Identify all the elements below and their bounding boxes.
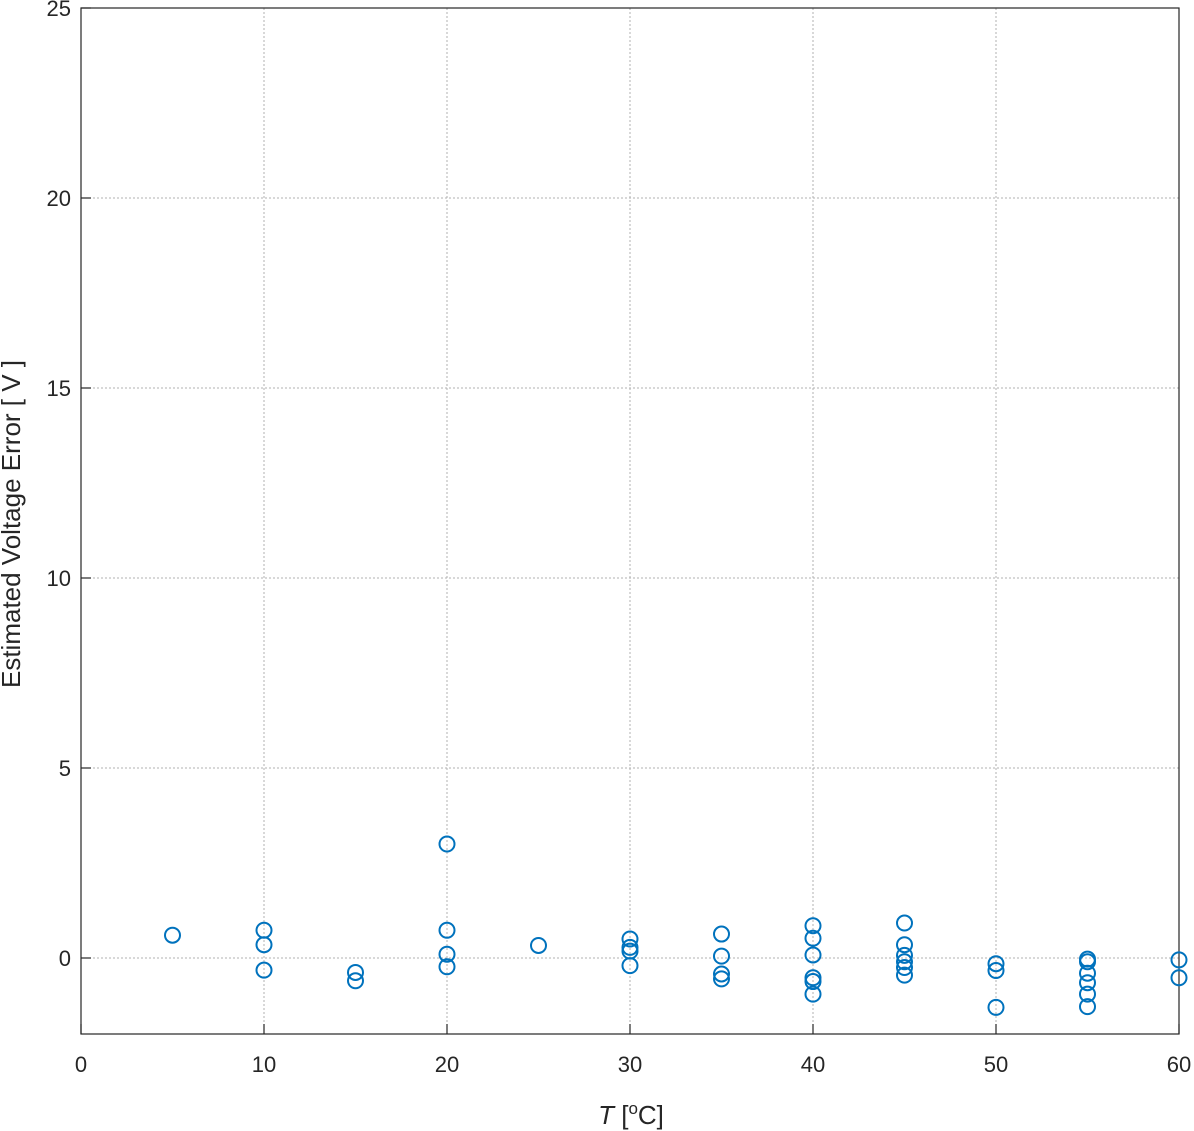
y-tick-label: 0 (59, 946, 71, 971)
y-axis-ticks: 0 5 10 15 20 25 (47, 0, 91, 971)
x-tick-label: 40 (801, 1052, 825, 1077)
x-axis-title-unit-sup: o (628, 1099, 637, 1118)
data-point (987, 998, 1005, 1016)
data-point (347, 972, 364, 990)
data-point (621, 930, 639, 948)
x-tick-label: 50 (984, 1052, 1008, 1077)
data-point (255, 961, 273, 979)
data-point (1170, 969, 1188, 987)
x-tick-label: 10 (252, 1052, 276, 1077)
x-tick-label: 20 (435, 1052, 459, 1077)
data-point (896, 936, 913, 954)
data-point (347, 963, 364, 981)
y-tick-label: 10 (47, 566, 71, 591)
x-axis-ticks: 0 10 20 30 40 50 60 (75, 1024, 1191, 1077)
data-point (804, 917, 822, 935)
data-point (1170, 951, 1188, 969)
x-axis-title: T [oC] (598, 1099, 664, 1130)
y-tick-label: 5 (59, 756, 71, 781)
x-axis-title-variable: T (598, 1100, 616, 1130)
data-point (438, 958, 456, 976)
data-point (438, 921, 456, 939)
data-point (987, 955, 1005, 973)
y-tick-label: 20 (47, 186, 71, 211)
data-point (896, 953, 913, 971)
data-point (804, 973, 822, 991)
data-points (164, 835, 1188, 1016)
data-point (164, 926, 181, 944)
data-point (1079, 985, 1096, 1003)
data-point (713, 925, 730, 943)
data-point (987, 962, 1005, 980)
data-point (1079, 964, 1096, 982)
data-point (804, 929, 822, 947)
data-point (896, 914, 913, 932)
y-axis-title: Estimated Voltage Error [ V ] (0, 360, 26, 688)
data-point (438, 945, 456, 963)
data-point (255, 936, 273, 954)
data-point (896, 959, 913, 976)
data-point (804, 985, 822, 1003)
data-point (896, 966, 913, 984)
y-tick-label: 25 (47, 0, 71, 21)
data-point (896, 946, 913, 964)
data-point (713, 970, 730, 988)
x-axis-title-unit-open: [ (614, 1100, 629, 1130)
grid (81, 8, 1179, 1034)
data-point (438, 835, 456, 853)
x-axis-title-unit-rest: C] (638, 1100, 664, 1130)
data-point (713, 965, 730, 983)
data-point (1079, 998, 1096, 1016)
data-point (1079, 974, 1096, 992)
data-point (713, 947, 730, 965)
data-point (621, 957, 639, 975)
x-tick-label: 0 (75, 1052, 87, 1077)
x-tick-label: 60 (1167, 1052, 1191, 1077)
y-tick-label: 15 (47, 376, 71, 401)
data-point (530, 936, 547, 954)
data-point (1079, 953, 1096, 971)
x-tick-label: 30 (618, 1052, 642, 1077)
data-point (804, 946, 822, 964)
